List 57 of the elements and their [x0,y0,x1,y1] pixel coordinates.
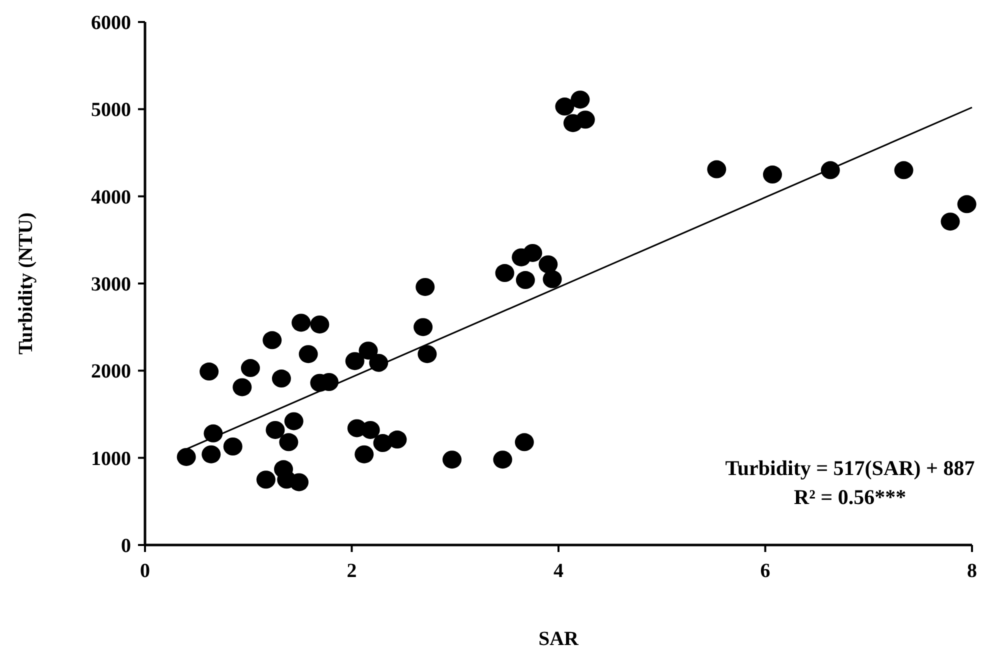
point [570,90,590,109]
point [894,161,914,180]
point [523,244,542,262]
point [957,195,976,214]
x-tick-label: 4 [554,560,564,582]
point [202,445,221,464]
point [493,450,512,469]
point [223,438,242,456]
point [360,420,380,439]
point [292,314,311,332]
point [542,270,562,288]
point [290,473,309,492]
point [272,370,291,388]
y-tick-label: 6000 [91,12,131,34]
point [418,345,437,364]
point [514,433,534,452]
point [204,424,223,442]
point [495,264,514,282]
point [240,359,260,378]
y-tick-label: 2000 [91,360,131,383]
point [232,378,252,396]
y-tick-label: 4000 [91,186,131,208]
point [538,255,558,274]
point [298,345,318,364]
point [576,110,595,129]
annotation: R² = 0.56*** [794,485,906,509]
x-tick-label: 8 [967,560,977,582]
point [200,362,219,381]
point [345,352,364,370]
point [762,166,782,184]
y-tick-label: 5000 [91,99,131,122]
x-tick-label: 6 [760,560,770,582]
point [262,331,282,350]
point [310,315,330,334]
point [358,342,378,360]
point [442,450,462,469]
point [416,278,435,296]
y-tick-label: 3000 [91,274,131,296]
x-axis-title: SAR [538,628,580,650]
y-tick-label: 1000 [91,448,131,470]
y-tick-label: 0 [121,535,131,557]
x-tick-label: 2 [346,560,357,582]
point [284,412,304,430]
annotation: Turbidity = 517(SAR) + 887 [725,456,975,480]
point [279,433,298,452]
point [414,318,433,336]
point [266,420,285,439]
point [940,212,960,231]
point [388,430,407,449]
x-tick-label: 0 [140,560,150,582]
y-axis-title: Turbidity (NTU) [15,212,37,355]
point [555,98,574,116]
point [516,271,535,290]
point [176,448,196,466]
point [354,445,374,464]
point [256,470,276,489]
point [707,160,726,178]
